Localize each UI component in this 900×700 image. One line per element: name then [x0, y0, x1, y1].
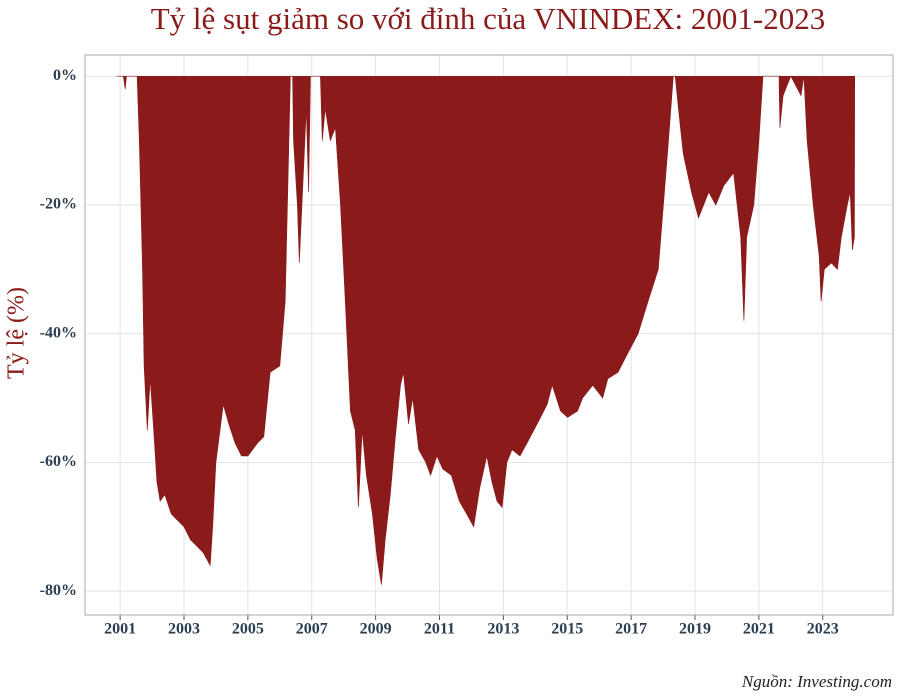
x-tick-label: 2003: [168, 621, 200, 638]
y-tick-label: -60%: [40, 453, 77, 470]
source-note: Nguồn: Investing.com: [741, 672, 892, 691]
chart-title: Tỷ lệ sụt giảm so với đỉnh của VNINDEX: …: [151, 1, 826, 36]
y-tick-label: -40%: [40, 324, 77, 341]
x-tick-label: 2007: [296, 621, 328, 638]
x-tick-label: 2017: [615, 621, 647, 638]
x-tick-label: 2019: [679, 621, 711, 638]
y-tick-label: 0%: [53, 67, 77, 84]
x-tick-label: 2001: [104, 621, 136, 638]
x-tick-label: 2015: [551, 621, 583, 638]
x-tick-label: 2021: [743, 621, 775, 638]
x-tick-label: 2005: [232, 621, 264, 638]
x-tick-label: 2023: [807, 621, 839, 638]
plot-border: [84, 54, 894, 616]
y-tick-label: -80%: [40, 582, 77, 599]
y-tick-label: -20%: [40, 196, 77, 213]
y-axis-label: Tỷ lệ (%): [4, 287, 30, 379]
x-tick-label: 2011: [424, 621, 455, 638]
drawdown-area: [116, 75, 855, 585]
x-tick-label: 2013: [487, 621, 519, 638]
x-tick-label: 2009: [360, 621, 392, 638]
